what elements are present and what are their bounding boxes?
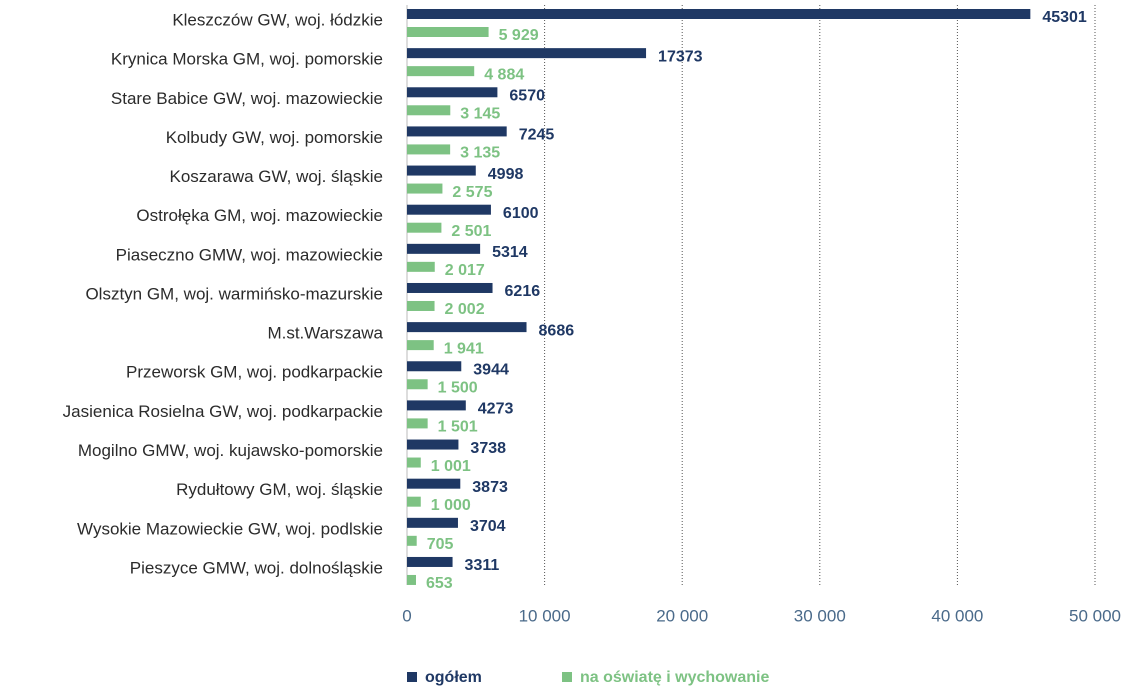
value-label: 5 929 [499, 27, 539, 44]
value-label: 3 145 [460, 105, 500, 122]
value-label: 45301 [1042, 9, 1087, 26]
value-label: 6216 [505, 283, 541, 300]
value-label: 3944 [473, 361, 509, 378]
value-label: 1 941 [444, 340, 484, 357]
bar [407, 105, 451, 116]
value-label: 705 [427, 536, 454, 553]
bar [407, 400, 466, 411]
value-label: 653 [426, 575, 453, 592]
value-label: 4998 [488, 166, 524, 183]
category-label: Krynica Morska GM, woj. pomorskie [111, 50, 383, 69]
value-label: 4 884 [484, 66, 524, 83]
category-label: Wysokie Mazowieckie GW, woj. podlskie [77, 519, 383, 538]
x-tick-label: 40 000 [931, 606, 983, 625]
value-label: 3311 [465, 557, 500, 574]
bar [407, 204, 491, 215]
x-tick-label: 20 000 [656, 606, 708, 625]
bar [407, 496, 421, 507]
category-label: M.st.Warszawa [267, 324, 383, 343]
value-label: 1 001 [431, 458, 471, 475]
value-label: 8686 [539, 322, 575, 339]
legend-label: na oświatę i wychowanie [580, 669, 769, 686]
bar [407, 48, 647, 59]
bar [407, 322, 527, 333]
value-label: 4273 [478, 401, 514, 418]
bar [407, 340, 434, 351]
value-label: 2 017 [445, 262, 485, 279]
bar [407, 379, 428, 390]
value-label: 2 501 [451, 223, 491, 240]
value-label: 2 575 [452, 184, 492, 201]
value-label: 1 501 [438, 419, 478, 436]
legend-swatch [407, 672, 417, 682]
category-label: Koszarawa GW, woj. śląskie [169, 167, 383, 186]
bar [407, 87, 498, 98]
bar [407, 222, 442, 233]
category-label: Pieszyce GMW, woj. dolnośląskie [130, 558, 383, 577]
category-label: Kleszczów GW, woj. łódzkie [172, 10, 383, 29]
category-label: Olsztyn GM, woj. warmińsko-mazurskie [85, 284, 383, 303]
bar [407, 183, 443, 194]
x-tick-label: 50 000 [1069, 606, 1121, 625]
value-label: 3704 [470, 518, 506, 535]
bar [407, 261, 435, 272]
x-tick-label: 30 000 [794, 606, 846, 625]
x-tick-label: 10 000 [519, 606, 571, 625]
bar [407, 300, 435, 311]
category-label: Jasienica Rosielna GW, woj. podkarpackie [63, 402, 383, 421]
value-label: 3738 [470, 440, 506, 457]
value-label: 1 000 [431, 497, 471, 514]
bar [407, 165, 476, 176]
bar [407, 126, 507, 137]
value-label: 3 135 [460, 145, 500, 162]
value-label: 3873 [472, 479, 508, 496]
bar [407, 439, 459, 450]
bar [407, 27, 489, 37]
category-label: Mogilno GMW, woj. kujawsko-pomorskie [78, 441, 383, 460]
value-label: 7245 [519, 127, 555, 144]
bar [407, 556, 453, 567]
value-label: 6100 [503, 205, 539, 222]
value-label: 1 500 [438, 379, 478, 396]
value-label: 2 002 [445, 301, 485, 318]
legend-label: ogółem [425, 669, 482, 686]
bar [407, 535, 417, 546]
bar [407, 243, 481, 254]
bar [407, 361, 462, 372]
bar [407, 457, 421, 468]
bar [407, 144, 451, 155]
legend-swatch [562, 672, 572, 682]
x-tick-label: 0 [402, 606, 411, 625]
bar [407, 478, 461, 489]
bar [407, 418, 428, 429]
value-label: 17373 [658, 48, 703, 65]
category-label: Przeworsk GM, woj. podkarpackie [126, 363, 383, 382]
bar [407, 282, 493, 293]
value-label: 6570 [509, 87, 545, 104]
bar [407, 517, 458, 528]
bar [407, 9, 1031, 19]
bar [407, 66, 475, 77]
category-label: Piaseczno GMW, woj. mazowieckie [116, 245, 383, 264]
category-label: Ostrołęka GM, woj. mazowieckie [136, 206, 383, 225]
category-label: Stare Babice GW, woj. mazowieckie [111, 89, 383, 108]
category-label: Kolbudy GW, woj. pomorskie [166, 128, 383, 147]
bar [407, 574, 416, 585]
category-label: Rydułtowy GM, woj. śląskie [176, 480, 383, 499]
value-label: 5314 [492, 244, 528, 261]
